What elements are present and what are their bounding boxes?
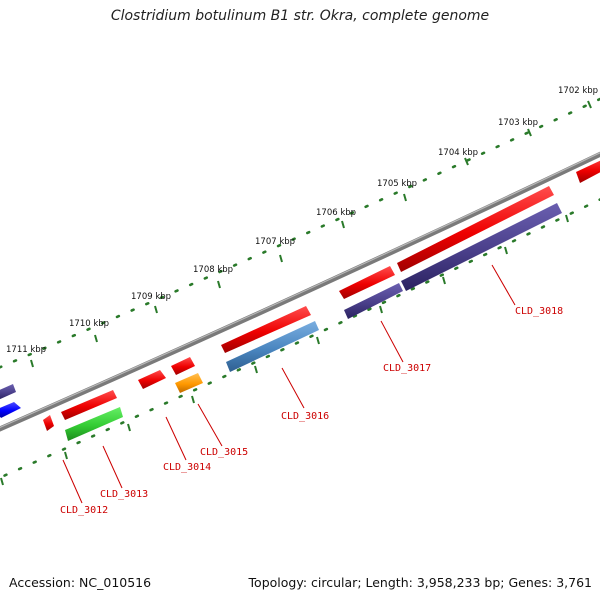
cds-feature-cld-3015-red — [171, 357, 195, 375]
cds-feature-cld-3013-green — [65, 407, 123, 441]
inner-scale-ruler — [0, 198, 600, 479]
scale-label-1702: 1702 kbp — [558, 86, 598, 96]
gene-label-cld-3014: CLD_3014 — [163, 462, 211, 473]
cds-feature-cld-3013-red — [61, 390, 117, 420]
gene-leader-lines — [62, 264, 516, 504]
scale-label-1703: 1703 kbp — [498, 118, 538, 128]
gene-label-cld-3017: CLD_3017 — [383, 363, 431, 374]
cds-feature-cld-3017-purple — [344, 283, 403, 319]
cds-feature-left-blue — [0, 402, 21, 418]
scale-label-1706: 1706 kbp — [316, 208, 356, 218]
genome-backbone — [0, 151, 600, 432]
cds-feature-cld-3018-red — [397, 186, 554, 272]
accession-footer: Accession: NC_010516 — [9, 575, 151, 590]
scale-label-1710: 1710 kbp — [69, 319, 109, 329]
gene-label-cld-3018: CLD_3018 — [515, 306, 563, 317]
accession-value: NC_010516 — [79, 575, 152, 590]
topology-label: Topology: — [248, 575, 308, 590]
gene-label-cld-3016: CLD_3016 — [281, 411, 329, 422]
genes-value: 3,761 — [556, 575, 592, 590]
genome-summary-footer: Topology: circular; Length: 3,958,233 bp; … — [249, 575, 592, 590]
accession-label: Accession: — [9, 575, 76, 590]
cds-feature-cld-3017-red — [339, 266, 395, 299]
genome-backbone-highlight — [0, 152, 600, 429]
cds-feature-cld-3016-red — [221, 306, 311, 353]
cds-feature-left-purple — [0, 384, 16, 400]
cds-feature-cld-3015-orange — [175, 373, 203, 393]
outer-major-ticks — [30, 100, 592, 368]
scale-label-1707: 1707 kbp — [255, 237, 295, 247]
topology-value: circular — [311, 575, 358, 590]
scale-label-1709: 1709 kbp — [131, 292, 171, 302]
cds-feature-cld-3018-purple — [401, 203, 562, 291]
cds-feature-cld-3016-blue — [226, 321, 319, 372]
cds-feature-cld-3014 — [138, 370, 166, 389]
gene-label-cld-3013: CLD_3013 — [100, 489, 148, 500]
scale-label-1711: 1711 kbp — [6, 345, 46, 355]
cds-feature-cld-3012 — [43, 415, 54, 431]
length-label: Length: — [365, 575, 413, 590]
separator: ; — [500, 575, 509, 590]
map-title: Clostridium botulinum B1 str. Okra, comp… — [110, 8, 490, 24]
scale-label-1708: 1708 kbp — [193, 265, 233, 275]
gene-features — [0, 160, 600, 441]
gene-label-cld-3015: CLD_3015 — [200, 447, 248, 458]
length-value: 3,958,233 bp — [416, 575, 501, 590]
genes-label: Genes: — [508, 575, 553, 590]
scale-label-1705: 1705 kbp — [377, 179, 417, 189]
scale-label-1704: 1704 kbp — [438, 148, 478, 158]
inner-major-ticks — [0, 214, 569, 486]
separator: ; — [357, 575, 366, 590]
cds-feature-right-red — [576, 160, 600, 183]
gene-label-cld-3012: CLD_3012 — [60, 505, 108, 516]
